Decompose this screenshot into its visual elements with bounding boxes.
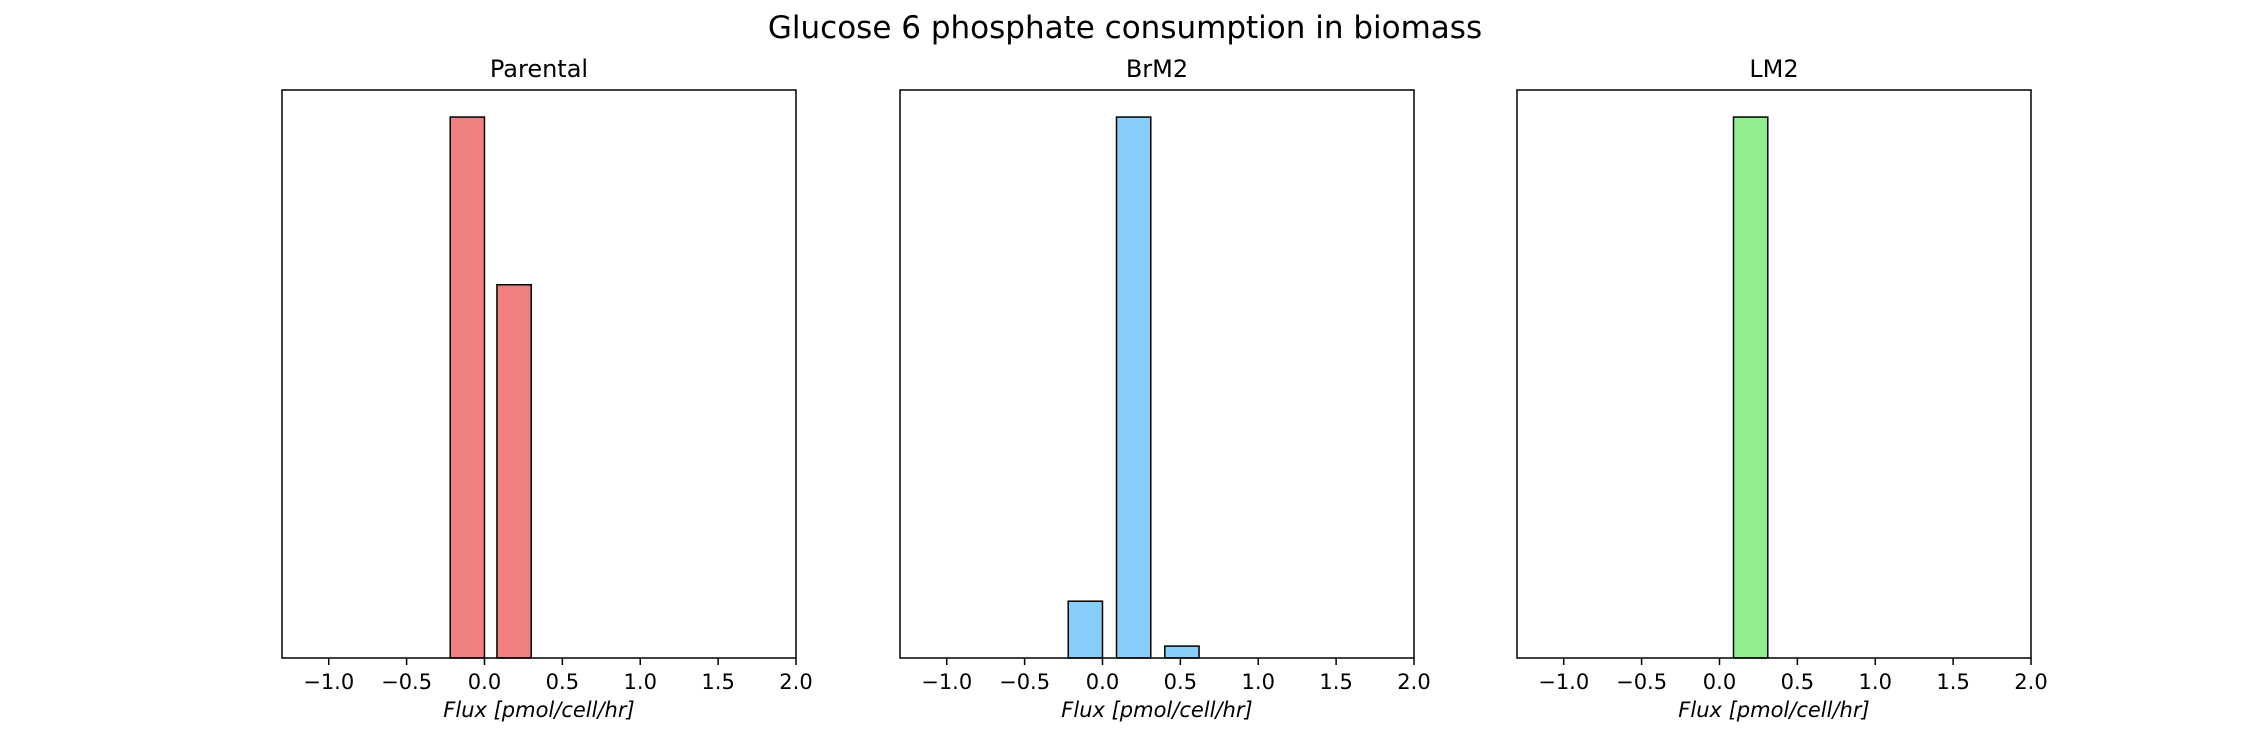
x-tick-label: −1.0	[921, 670, 972, 694]
x-tick-label: 0.0	[1703, 670, 1736, 694]
bars	[1067, 116, 1200, 659]
subplot-lm2: LM2 −1.0 −0.5 0.0 0.5 1.0 1.5 2.0 Flux [pmol/c…	[1516, 55, 2048, 722]
subplot-title: BrM2	[1126, 55, 1188, 83]
bars	[1732, 116, 1769, 659]
plot-frame	[1516, 89, 2032, 659]
bar	[1732, 116, 1769, 659]
x-tick-label: 0.0	[1086, 670, 1119, 694]
x-tick-label: 0.0	[468, 670, 501, 694]
x-tick-label: 1.0	[1859, 670, 1892, 694]
x-tick-label: 2.0	[2014, 670, 2047, 694]
x-axis-label: Flux [pmol/cell/hr]	[1678, 698, 1869, 722]
x-axis-ticks: −1.0 −0.5 0.0 0.5 1.0 1.5 2.0	[921, 658, 1431, 694]
x-tick-label: 1.0	[1242, 670, 1275, 694]
x-tick-label: 0.5	[546, 670, 579, 694]
figure-title: Glucose 6 phosphate consumption in bioma…	[768, 10, 1482, 46]
bar	[1115, 116, 1152, 659]
bar	[496, 283, 532, 659]
subplot-parental: Parental −1.0 −0.5 0.0 0.5 1.0 1.5 2.0 Flux [p…	[281, 55, 813, 722]
x-tick-label: −0.5	[999, 670, 1050, 694]
x-tick-label: −0.5	[1616, 670, 1667, 694]
x-tick-label: 2.0	[779, 670, 812, 694]
x-tick-label: −1.0	[303, 670, 354, 694]
x-tick-label: 1.5	[1936, 670, 1969, 694]
x-axis-ticks: −1.0 −0.5 0.0 0.5 1.0 1.5 2.0	[1538, 658, 2048, 694]
subplot-title: LM2	[1749, 55, 1798, 83]
x-tick-label: 2.0	[1397, 670, 1430, 694]
subplot-brm2: BrM2 −1.0 −0.5 0.0 0.5 1.0 1.5 2.0 Flux [pmol/…	[899, 55, 1431, 722]
x-tick-label: 1.0	[624, 670, 657, 694]
x-axis-label: Flux [pmol/cell/hr]	[443, 698, 634, 722]
x-tick-label: 1.5	[1319, 670, 1352, 694]
bar	[1164, 645, 1200, 659]
x-axis-label: Flux [pmol/cell/hr]	[1061, 698, 1252, 722]
x-tick-label: 0.5	[1164, 670, 1197, 694]
plot-frame	[281, 89, 797, 659]
bars	[449, 116, 532, 659]
bar	[1067, 600, 1104, 659]
x-tick-label: 1.5	[701, 670, 734, 694]
plot-frame	[899, 89, 1415, 659]
bar	[449, 116, 486, 659]
x-tick-label: 0.5	[1781, 670, 1814, 694]
x-axis-ticks: −1.0 −0.5 0.0 0.5 1.0 1.5 2.0	[303, 658, 813, 694]
subplot-title: Parental	[490, 55, 588, 83]
x-tick-label: −0.5	[381, 670, 432, 694]
x-tick-label: −1.0	[1538, 670, 1589, 694]
